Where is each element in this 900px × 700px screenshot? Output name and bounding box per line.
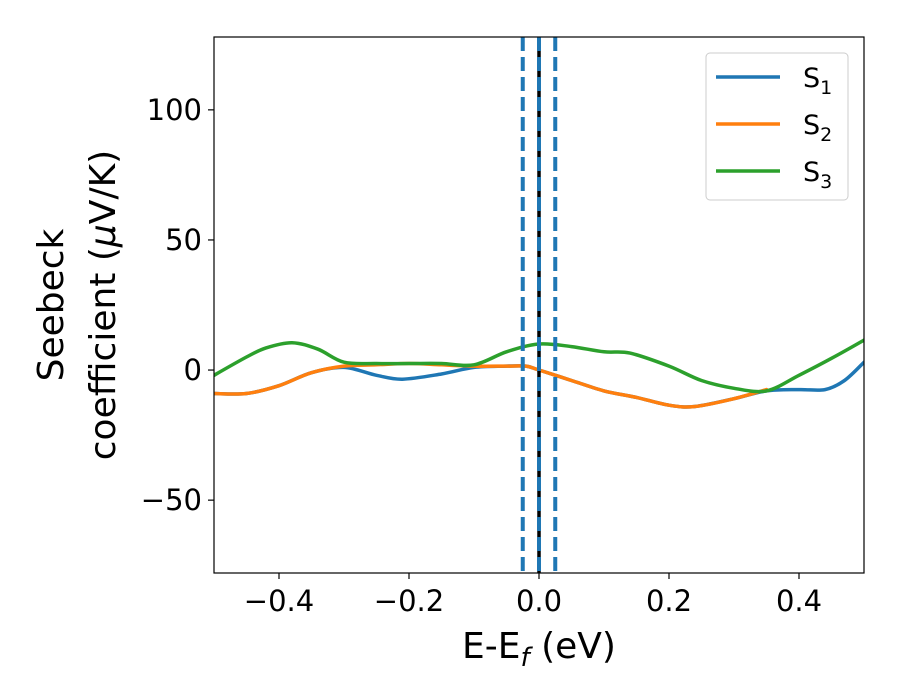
series-line-s2 <box>214 361 769 409</box>
x-tick-label: 0.2 <box>646 584 692 618</box>
x-axis-title-main: E-E <box>462 626 520 667</box>
y-tick-label: 100 <box>147 93 202 127</box>
legend: S1 S2 S3 <box>705 52 849 201</box>
x-tick-label: 0.0 <box>516 584 562 618</box>
y-axis-title-line2-pre: coefficient ( <box>83 247 124 460</box>
legend-label-s3: S3 <box>803 157 832 193</box>
legend-label-s1: S1 <box>803 63 832 99</box>
y-tick-label: 0 <box>184 353 202 387</box>
x-tick-label: 0.4 <box>776 584 822 618</box>
x-axis-title-tail: (eV) <box>530 626 616 667</box>
y-axis-title-line1: Seebeck <box>31 228 72 381</box>
x-axis-title: E-Ef (eV) <box>462 626 616 673</box>
legend-box <box>705 52 849 201</box>
svg-text:Seebeck: Seebeck <box>31 228 72 381</box>
y-axis-ticks: −50 0 50 100 <box>141 93 214 517</box>
y-axis-title-line2-post: V/K) <box>83 150 124 224</box>
svg-text:coefficient (μV/K): coefficient (μV/K) <box>83 150 124 460</box>
x-tick-label: −0.2 <box>374 584 444 618</box>
x-tick-label: −0.4 <box>244 584 314 618</box>
y-tick-label: −50 <box>141 483 202 517</box>
legend-label-s2: S2 <box>803 110 832 146</box>
y-axis-title: Seebeck coefficient (μV/K) <box>31 150 124 460</box>
legend-entries: S1 S2 S3 <box>716 63 832 193</box>
y-axis-title-mu: μ <box>83 224 124 248</box>
x-axis-ticks: −0.4 −0.2 0.0 0.2 0.4 <box>244 573 822 618</box>
y-tick-label: 50 <box>165 223 202 257</box>
vline-layer <box>520 37 558 573</box>
